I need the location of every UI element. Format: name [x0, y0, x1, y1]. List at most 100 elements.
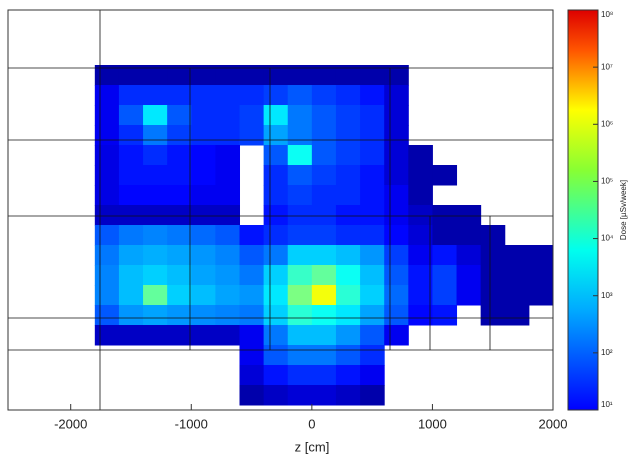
dose-cell [215, 265, 241, 286]
dose-cell [94, 145, 120, 166]
dose-cell [384, 265, 409, 286]
dose-cell [215, 125, 241, 146]
colorbar-tick-label: 10⁶ [601, 119, 613, 128]
dose-cell [94, 125, 120, 146]
dose-cell [287, 105, 313, 126]
dose-cell [408, 245, 433, 266]
dose-cell [191, 225, 216, 246]
dose-cell [360, 165, 385, 186]
dose-cell [263, 305, 289, 326]
dose-cell [360, 245, 385, 266]
dose-cell [311, 305, 337, 326]
dose-cell [287, 265, 313, 286]
dose-cell [143, 225, 168, 246]
dose-cell [480, 305, 506, 326]
dose-cell [143, 185, 168, 206]
dose-cell [215, 145, 241, 166]
dose-cell [94, 245, 120, 266]
dose-cell [143, 65, 168, 86]
dose-cell [360, 205, 385, 226]
dose-cell [311, 325, 337, 346]
dose-cell [311, 225, 337, 246]
dose-cell [263, 105, 289, 126]
dose-cell [167, 125, 192, 146]
dose-cell [239, 305, 265, 326]
dose-cell [167, 305, 192, 326]
dose-cell [167, 145, 192, 166]
dose-cell [167, 105, 192, 126]
dose-cell [408, 145, 433, 166]
dose-cell [191, 265, 216, 286]
dose-cell [118, 245, 144, 266]
dose-cell [335, 345, 361, 366]
dose-cell [408, 185, 433, 206]
dose-cell [311, 365, 337, 386]
dose-cell [191, 85, 216, 106]
dose-cell [480, 265, 506, 286]
dose-cell [360, 285, 385, 306]
dose-cell [94, 225, 120, 246]
dose-cell [287, 385, 313, 406]
dose-cell [384, 245, 409, 266]
dose-cell [191, 325, 216, 346]
dose-cell [335, 225, 361, 246]
dose-cell [311, 265, 337, 286]
dose-cell [215, 185, 241, 206]
dose-cell [167, 165, 192, 186]
dose-cell [311, 185, 337, 206]
dose-cell [287, 205, 313, 226]
colorbar-label: Dose [µSv/week] [619, 180, 628, 240]
dose-cell [191, 105, 216, 126]
dose-cell [360, 345, 385, 366]
dose-cell [384, 165, 409, 186]
dose-cell [118, 85, 144, 106]
dose-cell [360, 365, 385, 386]
dose-cell [215, 105, 241, 126]
dose-cell [118, 205, 144, 226]
dose-cell [456, 265, 482, 286]
dose-cell [360, 325, 385, 346]
dose-cell [191, 205, 216, 226]
dose-cell [239, 125, 265, 146]
dose-cell [143, 105, 168, 126]
dose-cell [456, 285, 482, 306]
dose-cell [360, 105, 385, 126]
dose-cell [191, 185, 216, 206]
dose-cell [167, 285, 192, 306]
dose-cell [118, 325, 144, 346]
dose-cell [408, 225, 433, 246]
dose-cell [167, 185, 192, 206]
dose-cell [118, 265, 144, 286]
dose-cell [263, 285, 289, 306]
colorbar [567, 9, 599, 411]
dose-cell [239, 105, 265, 126]
dose-cell [311, 145, 337, 166]
x-axis-label: z [cm] [295, 439, 330, 454]
dose-cell [384, 145, 409, 166]
dose-cell [408, 305, 433, 326]
dose-cell [118, 125, 144, 146]
dose-cell [118, 145, 144, 166]
dose-cell [528, 285, 554, 306]
dose-cell [118, 165, 144, 186]
dose-cell [239, 245, 265, 266]
dose-cell [263, 185, 289, 206]
dose-cell [167, 245, 192, 266]
dose-cell [263, 145, 289, 166]
dose-cell [480, 245, 506, 266]
dose-cell [143, 145, 168, 166]
x-tick-label: 0 [308, 416, 315, 431]
dose-cell [94, 65, 120, 86]
colorbar-tick-label: 10⁵ [601, 177, 613, 186]
dose-cell [287, 65, 313, 86]
dose-cell [311, 385, 337, 406]
dose-cell [311, 105, 337, 126]
dose-cell [118, 105, 144, 126]
colorbar-tick-label: 10⁴ [601, 234, 614, 243]
dose-cell [143, 165, 168, 186]
dose-cell [384, 85, 409, 106]
dose-cell [504, 285, 530, 306]
dose-cell [384, 225, 409, 246]
dose-cell [143, 245, 168, 266]
dose-cell [191, 125, 216, 146]
